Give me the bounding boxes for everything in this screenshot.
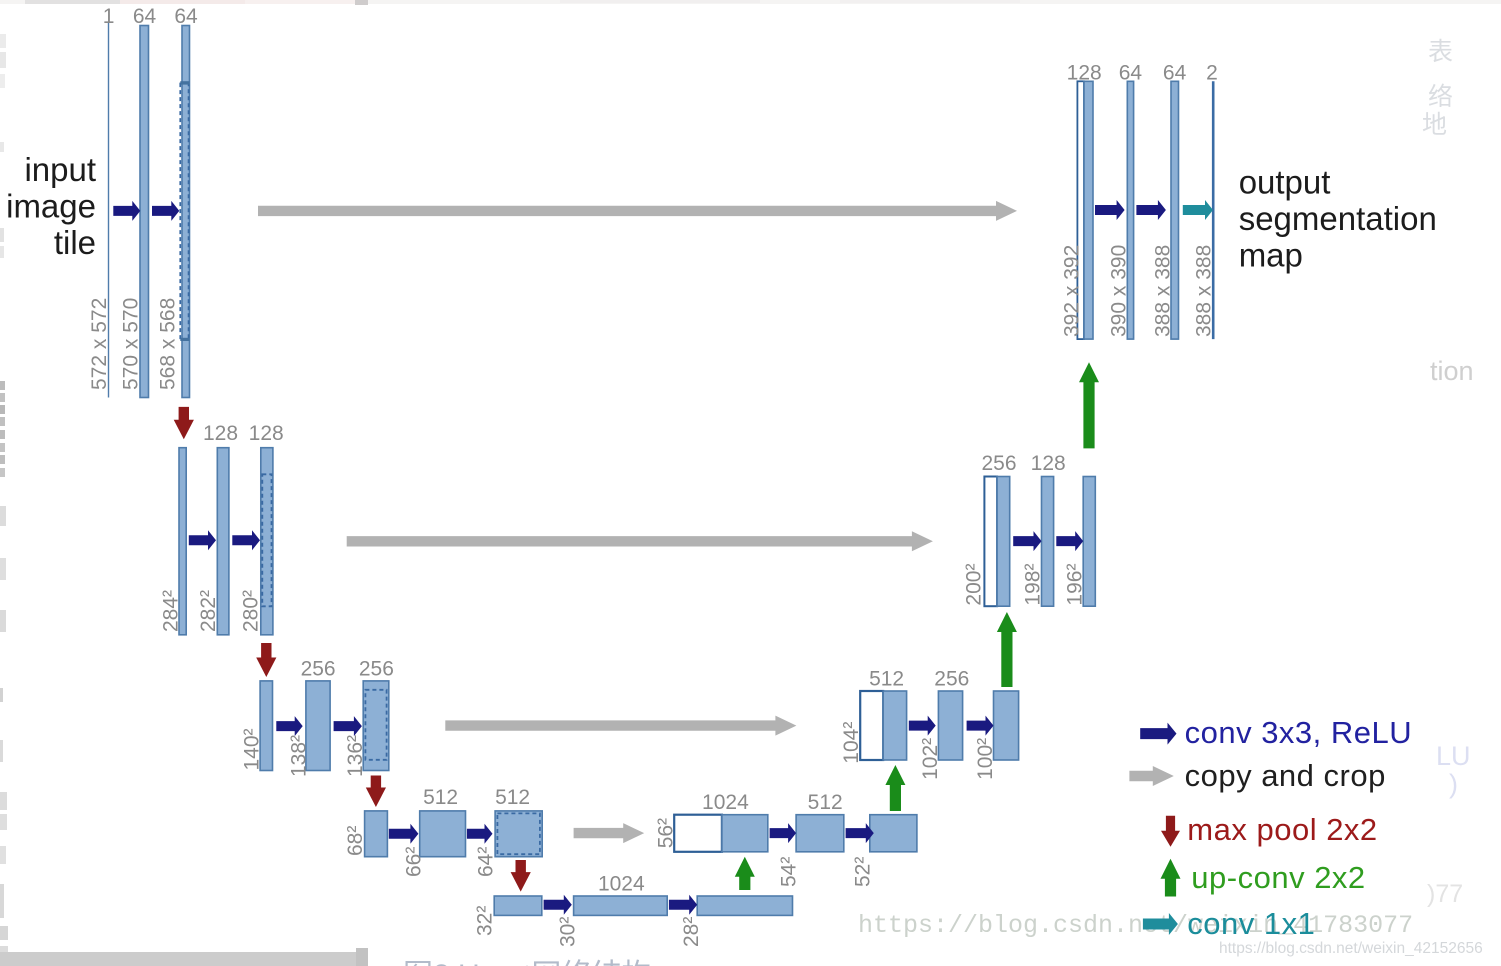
svg-text:256: 256 <box>301 658 336 681</box>
svg-text:input: input <box>24 151 96 188</box>
svg-text:68²: 68² <box>344 826 367 856</box>
svg-text:280²: 280² <box>240 590 263 632</box>
svg-text:https://blog.csdn.net/weixin_4: https://blog.csdn.net/weixin_42152656 <box>1219 940 1483 957</box>
svg-text:max pool 2x2: max pool 2x2 <box>1187 812 1377 847</box>
svg-text:512: 512 <box>869 668 904 691</box>
svg-text:64: 64 <box>1119 61 1143 84</box>
svg-text:64: 64 <box>1163 61 1187 84</box>
svg-text:388 x 388: 388 x 388 <box>1193 245 1216 337</box>
svg-text:128: 128 <box>249 422 284 445</box>
svg-text:tile: tile <box>54 224 96 261</box>
svg-text:512: 512 <box>423 786 458 809</box>
svg-text:up-conv 2x2: up-conv 2x2 <box>1191 860 1365 895</box>
svg-text:表: 表 <box>1428 38 1453 66</box>
svg-text:30²: 30² <box>557 917 580 947</box>
svg-text:392 x 392: 392 x 392 <box>1061 245 1084 337</box>
svg-text:地: 地 <box>1422 111 1447 139</box>
svg-text:image: image <box>6 188 96 225</box>
svg-text:络: 络 <box>1428 83 1453 111</box>
svg-text:64: 64 <box>174 5 198 28</box>
svg-text:284²: 284² <box>160 590 183 632</box>
svg-text:390 x 390: 390 x 390 <box>1108 245 1131 337</box>
svg-text:): ) <box>1449 769 1458 799</box>
svg-text:54²: 54² <box>778 857 801 887</box>
svg-text:388 x 388: 388 x 388 <box>1152 245 1175 337</box>
svg-text:32²: 32² <box>474 906 497 936</box>
svg-text:66²: 66² <box>403 847 426 877</box>
svg-text:572 x 572: 572 x 572 <box>88 298 111 390</box>
svg-text:136²: 136² <box>344 735 367 777</box>
svg-text:282²: 282² <box>197 590 220 632</box>
svg-text:https://blog.csdn.net/weixin_4: https://blog.csdn.net/weixin_41783077 <box>858 911 1413 940</box>
svg-text:570 x 570: 570 x 570 <box>120 298 143 390</box>
svg-text:200²: 200² <box>963 564 986 606</box>
svg-text:tion: tion <box>1430 356 1474 386</box>
svg-text:64²: 64² <box>475 847 498 877</box>
svg-text:512: 512 <box>808 791 843 814</box>
svg-text:map: map <box>1239 237 1303 274</box>
svg-text:100²: 100² <box>974 738 997 780</box>
svg-text:1: 1 <box>103 5 115 28</box>
svg-text:conv 1x1: conv 1x1 <box>1187 906 1315 941</box>
svg-text:140²: 140² <box>241 728 264 770</box>
svg-text:LU: LU <box>1436 741 1471 771</box>
svg-text:568 x 568: 568 x 568 <box>157 298 180 390</box>
svg-text:56²: 56² <box>655 818 678 848</box>
svg-text:128: 128 <box>1031 452 1066 475</box>
svg-text:2: 2 <box>1206 61 1218 84</box>
svg-text:138²: 138² <box>288 735 311 777</box>
svg-text:1024: 1024 <box>598 873 645 896</box>
svg-text:conv 3x3, ReLU: conv 3x3, ReLU <box>1185 715 1413 750</box>
svg-text:segmentation: segmentation <box>1239 200 1437 237</box>
svg-text:28²: 28² <box>680 917 703 947</box>
svg-text:64: 64 <box>133 5 157 28</box>
svg-text:512: 512 <box>495 786 530 809</box>
svg-text:图2 U-net网络结构: 图2 U-net网络结构 <box>403 959 651 966</box>
svg-text:196²: 196² <box>1064 564 1087 606</box>
svg-text:102²: 102² <box>919 738 942 780</box>
svg-text:128: 128 <box>1067 61 1102 84</box>
svg-text:copy and crop: copy and crop <box>1185 758 1386 793</box>
svg-text:198²: 198² <box>1022 564 1045 606</box>
svg-text:256: 256 <box>934 668 969 691</box>
svg-text:52²: 52² <box>852 857 875 887</box>
svg-text:1024: 1024 <box>702 791 749 814</box>
svg-text:104²: 104² <box>840 722 863 764</box>
svg-text:128: 128 <box>203 422 238 445</box>
svg-text:output: output <box>1239 164 1331 201</box>
svg-text:256: 256 <box>981 452 1016 475</box>
svg-text:)77: )77 <box>1427 880 1463 908</box>
svg-text:256: 256 <box>359 658 394 681</box>
